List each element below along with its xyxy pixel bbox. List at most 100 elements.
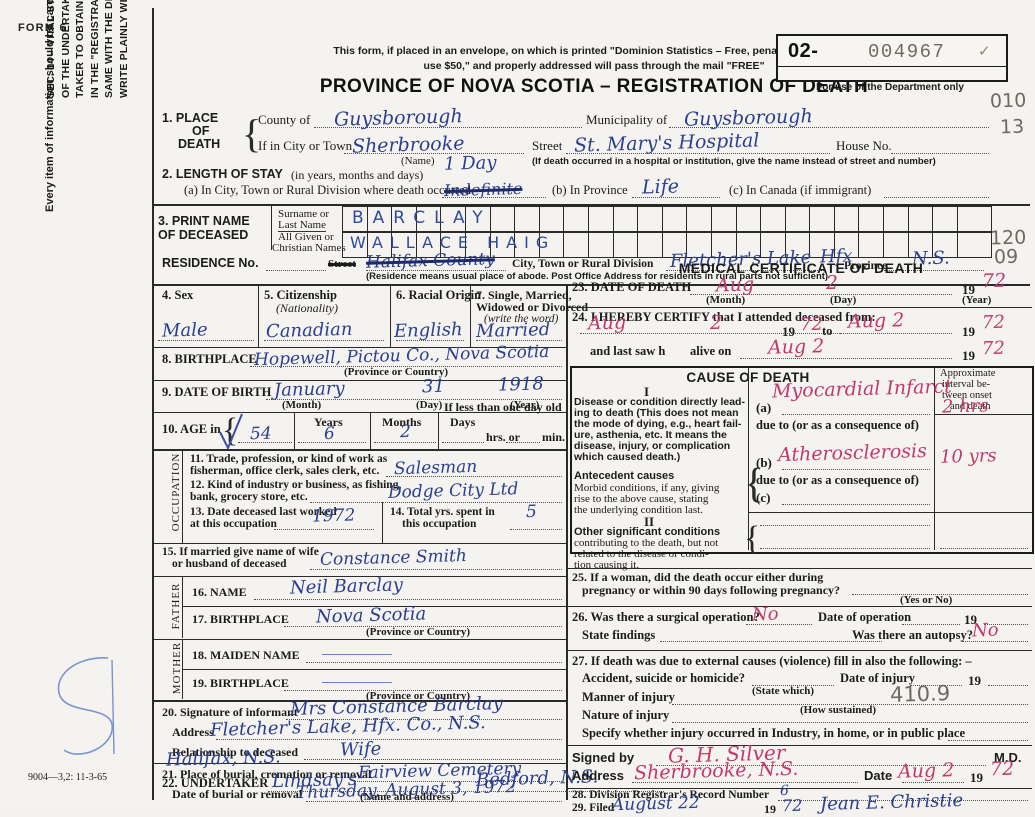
signed-by-label: Signed by bbox=[572, 750, 635, 765]
last-worked-value: 1972 bbox=[311, 505, 356, 527]
antecedent-line-2: rise to the above cause, stating bbox=[574, 493, 709, 505]
surname-grid bbox=[342, 206, 992, 233]
item27-accident-note: (State which) bbox=[752, 685, 815, 697]
age-hrs-label: hrs. or bbox=[486, 430, 520, 444]
house-no-label: House No. bbox=[836, 138, 892, 153]
hospital-note: (If death occurred in a hospital or inst… bbox=[532, 156, 936, 167]
given-label-2: Christian Names bbox=[272, 242, 346, 254]
racial-origin-value: English bbox=[393, 319, 463, 342]
signed-date-label: Date bbox=[864, 768, 893, 783]
given-label-1: All Given or bbox=[278, 231, 334, 243]
father-birthplace-value: Nova Scotia bbox=[315, 603, 427, 628]
item9-note-month: (Month) bbox=[282, 399, 322, 411]
item12-label-line2: bank, grocery store, etc. bbox=[190, 491, 308, 503]
item12-label-line1: 12. Kind of industry or business, as fis… bbox=[190, 479, 402, 491]
municipality-value: Guysborough bbox=[683, 105, 813, 131]
item19-pen-stroke bbox=[322, 682, 392, 683]
item23-label: 23. DATE OF DEATH bbox=[572, 280, 692, 294]
physician-address-value: Sherbrooke, N.S. bbox=[633, 757, 799, 785]
signed-date-year-prefix: 19 bbox=[970, 770, 983, 785]
citizenship-value: Canadian bbox=[265, 318, 353, 343]
item26-date-year-prefix: 19 bbox=[964, 612, 977, 627]
other-conditions-heading: Other significant conditions bbox=[574, 526, 721, 538]
legal-line-3: TAKER TO OBTAIN ALL THE PARTICULARS REQU… bbox=[73, 0, 88, 98]
given-names-grid bbox=[342, 231, 992, 258]
antecedent-line-3: the underlying condition last. bbox=[574, 504, 703, 516]
given-names-value: WALLACE HAIG bbox=[350, 233, 556, 252]
item14-label-line1: 14. Total yrs. spent in bbox=[390, 506, 495, 518]
antecedent-causes-heading: Antecedent causes bbox=[574, 470, 675, 482]
autopsy-value: No bbox=[971, 619, 999, 642]
margin-code-1: 010 bbox=[989, 89, 1027, 113]
item2c-label: (c) In Canada (if immigrant) bbox=[729, 183, 872, 197]
filed-date-value: August 22 bbox=[611, 792, 700, 816]
printer-code: 9004—3,2: 11-3-65 bbox=[28, 772, 108, 783]
item3-label-line2: OF DECEASED bbox=[158, 228, 249, 242]
envelope-note-line-1: This form, if placed in an envelope, on … bbox=[333, 45, 855, 57]
birth-day-value: 31 bbox=[421, 375, 446, 398]
undertaker-value: Lindsay's bbox=[271, 768, 358, 793]
age-years-value: 54 bbox=[249, 423, 272, 445]
other-conditions-line-2: related to the disease or condi- bbox=[574, 548, 709, 560]
item27-specify-label: Specify whether injury occurred in Indus… bbox=[582, 726, 966, 740]
roman-numeral-two: II bbox=[644, 514, 655, 529]
attended-to-year: 72 bbox=[981, 311, 1006, 334]
street-label: Street bbox=[532, 138, 563, 153]
item9-note-year: (Year) bbox=[510, 399, 540, 411]
item23-year-prefix: 19 bbox=[962, 282, 975, 297]
form-number: FORM 6 bbox=[18, 22, 67, 34]
left-margin-strip: FORM 6 SEC. 14 – VITAL STATISTICS ACT MA… bbox=[0, 0, 152, 806]
father-name-value: Neil Barclay bbox=[289, 574, 404, 599]
item25-note: (Yes or No) bbox=[900, 594, 953, 606]
item27-label: 27. If death was due to external causes … bbox=[572, 654, 972, 668]
item11-label-line2: fisherman, office clerk, sales clerk, et… bbox=[190, 465, 380, 477]
item26-autopsy-label: Was there an autopsy? bbox=[852, 628, 973, 642]
item18-label: 18. MAIDEN NAME bbox=[192, 648, 300, 662]
item27-nature-label: Nature of injury bbox=[582, 708, 670, 722]
age-less-label: If less than one day old bbox=[444, 400, 562, 414]
item27-date-injury-year-prefix: 19 bbox=[968, 673, 981, 688]
vertical-legal-text: SEC. 14 – VITAL STATISTICS ACT MAKES IT … bbox=[44, 0, 132, 98]
item7-label-line2: Widowed or Divorced bbox=[476, 300, 589, 314]
informant-relationship-value: Wife bbox=[339, 738, 382, 761]
item22-label-visible: 22. UNDERTAKER bbox=[162, 776, 269, 790]
item8-label: 8. BIRTHPLACE bbox=[162, 352, 257, 366]
physician-date-value: Aug 2 bbox=[897, 759, 955, 783]
cause-of-death-title: CAUSE OF DEATH bbox=[686, 370, 810, 385]
surname-label-2: Last Name bbox=[278, 219, 326, 232]
trade-value: Salesman bbox=[393, 456, 478, 480]
item1-label-line3: DEATH bbox=[178, 137, 221, 151]
envelope-note-line-2: use $50," and properly addressed will pa… bbox=[423, 60, 765, 72]
item3-label-line1: 3. PRINT NAME bbox=[158, 214, 250, 228]
item23-note-month: (Month) bbox=[706, 294, 746, 306]
item1-label-line2: OF bbox=[192, 124, 210, 138]
item27-manner-note: (How sustained) bbox=[800, 704, 877, 716]
item26-label: 26. Was there a surgical operation? bbox=[572, 610, 760, 624]
registration-number-box: 02- 004967 ✓ bbox=[776, 34, 1008, 82]
cause-b-dueto: due to (or as a consequence of) bbox=[756, 473, 919, 487]
item11-label-line1: 11. Trade, profession, or kind of work a… bbox=[190, 453, 388, 465]
icd-code-value: 410.9 bbox=[889, 681, 951, 707]
cause-of-death-box bbox=[570, 366, 1034, 554]
legal-line-2: OF THE UNDERTAKER OR PERSON ACTING AS UN… bbox=[59, 0, 74, 98]
cause-b-marker: (b) bbox=[756, 455, 772, 470]
item24-lastsaw-label-visible: and last saw h bbox=[590, 344, 666, 358]
residence-city-label: City, Town or Rural Division bbox=[512, 258, 654, 270]
item24-lastsaw-label2: alive on bbox=[690, 344, 732, 358]
attended-from-day: 2 bbox=[709, 311, 723, 335]
item29-label: 29. Filed bbox=[572, 802, 615, 814]
direct-cause-line-4: ure, asthenia, etc. It means the bbox=[574, 429, 727, 441]
item2a-label: (a) In City, Town or Rural Division wher… bbox=[184, 183, 471, 197]
item2-label: 2. LENGTH OF STAY bbox=[162, 167, 283, 181]
item19-label: 19. BIRTHPLACE bbox=[192, 676, 289, 690]
mother-section-label: MOTHER bbox=[171, 641, 183, 695]
cause-a-interval: 2 hrs bbox=[941, 395, 989, 418]
item29-year-prefix: 19 bbox=[764, 802, 776, 816]
page-title: PROVINCE OF NOVA SCOTIA – REGISTRATION O… bbox=[319, 76, 869, 97]
municipality-label: Municipality of bbox=[586, 112, 668, 127]
item1-label-line1: 1. PLACE bbox=[162, 111, 219, 125]
item24-to-year-prefix: 19 bbox=[962, 324, 975, 339]
item21-date-label: Date of burial or removal bbox=[172, 787, 303, 801]
medical-title: MEDICAL CERTIFICATE OF DEATH bbox=[678, 260, 924, 276]
item5-label: 5. Citizenship bbox=[264, 288, 337, 302]
